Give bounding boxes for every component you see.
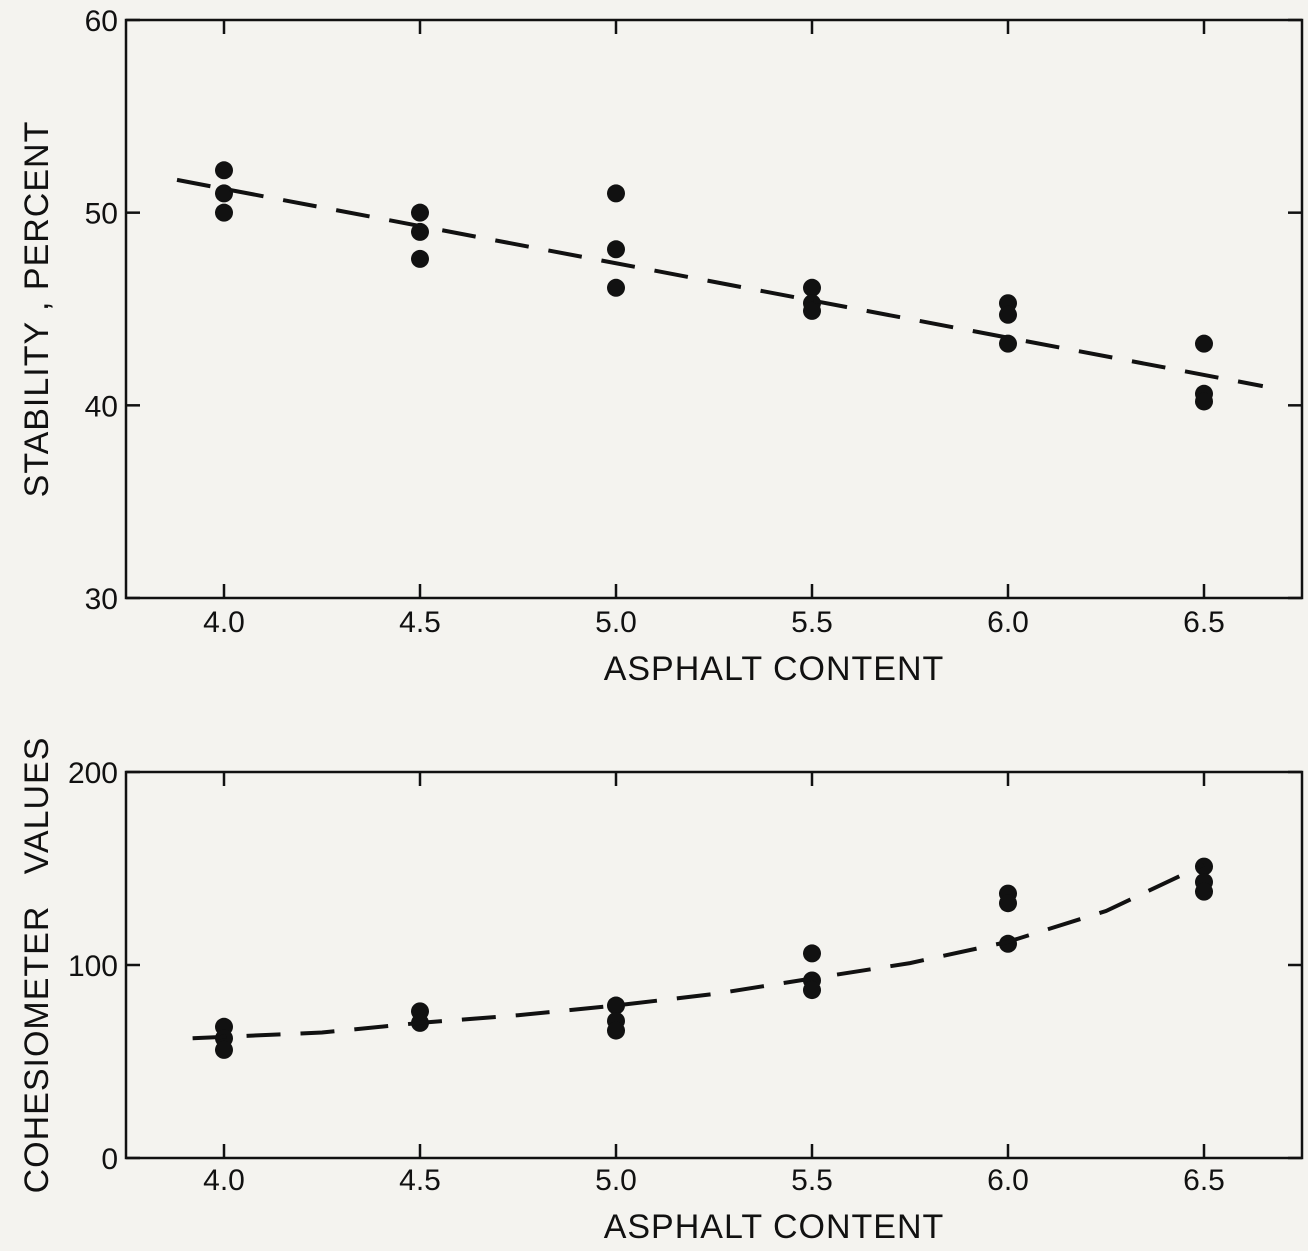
data-point xyxy=(803,981,821,1000)
x-tick-label: 4.0 xyxy=(203,606,245,639)
x-axis-title: ASPHALT CONTENT xyxy=(604,650,945,688)
data-point xyxy=(1195,334,1213,353)
x-tick-label: 6.5 xyxy=(1183,1164,1225,1197)
data-point xyxy=(803,301,821,320)
y-axis-title: COHESIOMETER VALUES xyxy=(18,737,56,1194)
trend-line xyxy=(192,862,1205,1041)
y-axis-title: STABILITY , PERCENT xyxy=(18,121,56,498)
data-point xyxy=(215,161,233,180)
x-tick-label: 5.5 xyxy=(791,1164,833,1197)
data-point xyxy=(411,203,429,222)
data-point xyxy=(607,240,625,259)
data-point xyxy=(607,184,625,203)
data-point xyxy=(607,278,625,297)
x-tick-label: 5.5 xyxy=(791,606,833,639)
trend-line xyxy=(176,177,1264,389)
data-point xyxy=(803,278,821,297)
data-point xyxy=(215,184,233,203)
plot-frame xyxy=(124,770,1304,1160)
y-tick-label: 60 xyxy=(85,5,118,38)
data-point xyxy=(607,996,625,1015)
data-point xyxy=(607,1021,625,1040)
x-tick-label: 4.0 xyxy=(203,1164,245,1197)
x-tick-label: 4.5 xyxy=(399,1164,441,1197)
x-tick-label: 5.0 xyxy=(595,1164,637,1197)
data-point xyxy=(999,305,1017,324)
y-tick-label: 40 xyxy=(85,390,118,423)
plot-frame xyxy=(124,18,1304,600)
y-tick-label: 200 xyxy=(68,757,118,790)
cohesiometer-chart: 4.0 4.5 5.0 5.5 6.0 6.5 0 100 200 ASPHALT CONTENT… xyxy=(18,737,1304,1246)
y-tick-label: 0 xyxy=(101,1143,118,1176)
x-axis-title: ASPHALT CONTENT xyxy=(604,1208,945,1246)
data-point xyxy=(411,249,429,268)
x-tick-label: 6.0 xyxy=(987,606,1029,639)
data-point xyxy=(999,894,1017,913)
x-tick-label: 6.0 xyxy=(987,1164,1029,1197)
data-point xyxy=(215,1040,233,1059)
data-point xyxy=(803,944,821,963)
x-tick-label: 5.0 xyxy=(595,606,637,639)
data-point xyxy=(1195,882,1213,901)
data-point xyxy=(1195,392,1213,411)
x-tick-label: 4.5 xyxy=(399,606,441,639)
data-point xyxy=(999,334,1017,353)
y-tick-label: 30 xyxy=(85,583,118,616)
stability-chart: 4.0 4.5 5.0 5.5 6.0 6.5 30 40 50 60 ASPHALT CONTEN… xyxy=(18,5,1304,688)
x-tick-label: 6.5 xyxy=(1183,606,1225,639)
y-tick-label: 100 xyxy=(68,950,118,983)
data-point xyxy=(215,203,233,222)
y-tick-label: 50 xyxy=(85,198,118,231)
data-point xyxy=(411,222,429,241)
